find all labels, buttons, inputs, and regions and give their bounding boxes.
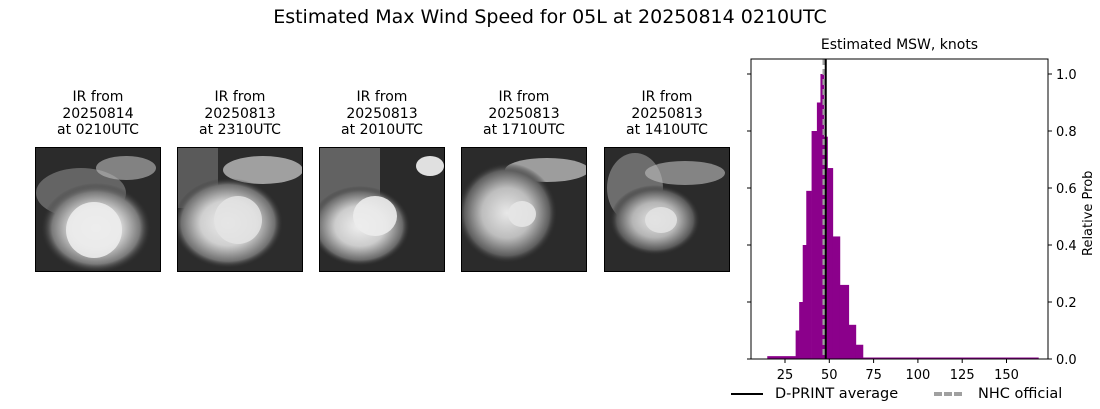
panel-title-line: IR from (72, 89, 124, 105)
histogram-title: Estimated MSW, knots (820, 37, 979, 53)
histogram-bar (848, 324, 857, 359)
x-tick-label: 150 (994, 368, 1019, 383)
plot-frame (750, 58, 1049, 360)
ir-satellite-image (177, 147, 303, 272)
y-tick-label: 0.2 (1056, 296, 1077, 311)
legend-label: D-PRINT average (775, 386, 899, 402)
histogram-bar (802, 245, 807, 359)
ir-satellite-image (604, 147, 730, 272)
x-axis-ticks: 25 50 75 100 125 150 (777, 359, 1019, 383)
panel-title-line: IR from (641, 89, 693, 105)
y-tick-label: 1.0 (1056, 68, 1077, 83)
panel-title-time: at 2010UTC (341, 122, 423, 138)
panel-title: IR from 20250813 at 2010UTC (319, 89, 445, 139)
figure-title: Estimated Max Wind Speed for 05L at 2025… (273, 6, 827, 28)
legend-dprint: D-PRINT average (731, 386, 898, 402)
ir-satellite-image (319, 147, 445, 272)
histogram-bar (767, 356, 796, 359)
panel-title: IR from 20250813 at 1710UTC (461, 89, 587, 139)
histogram-bar (832, 236, 841, 359)
histogram-bar (827, 168, 834, 359)
histogram-bars (767, 74, 1039, 359)
legend-nhc: NHC official (934, 386, 1062, 402)
ir-satellite-image (461, 147, 587, 272)
solid-line-icon (731, 393, 763, 395)
ir-satellite-image (35, 147, 161, 272)
panel-title-date: 20250813 (631, 105, 703, 122)
x-tick-label: 50 (821, 368, 838, 383)
legend-label: NHC official (978, 386, 1063, 402)
panel-title-date: 20250813 (204, 105, 276, 122)
y-tick-label: 0.6 (1056, 182, 1077, 197)
histogram-bar (855, 344, 864, 359)
panel-title-line: IR from (498, 89, 550, 105)
histogram-bar (823, 136, 828, 359)
panel-title: IR from 20250814 at 0210UTC (35, 89, 161, 139)
histogram-bar (799, 302, 804, 359)
panel-title: IR from 20250813 at 2310UTC (177, 89, 303, 139)
histogram-bar (806, 190, 812, 359)
histogram-bar (795, 330, 800, 359)
y-tick-label: 0.8 (1056, 125, 1077, 140)
ir-panel-5: IR from 20250813 at 1410UTC (604, 89, 730, 272)
x-tick-label: 25 (777, 368, 794, 383)
panel-title-date: 20250814 (62, 105, 134, 122)
histogram-bar (816, 102, 821, 359)
panel-title-date: 20250813 (488, 105, 560, 122)
panel-title-line: IR from (356, 89, 408, 105)
y-axis-label: Relative Prob (1081, 170, 1096, 256)
y-tick-label: 0.4 (1056, 239, 1077, 254)
ir-panel-1: IR from 20250814 at 0210UTC (35, 89, 161, 272)
y-axis-ticks: 0.0 0.2 0.4 0.6 0.8 1.0 (747, 68, 1077, 368)
dashed-line-icon (934, 392, 962, 396)
histogram-bar (811, 131, 818, 359)
panel-title-time: at 2310UTC (199, 122, 281, 138)
x-tick-label: 100 (905, 368, 930, 383)
panel-title-line: IR from (214, 89, 266, 105)
panel-title-time: at 0210UTC (57, 122, 139, 138)
histogram-bar (862, 357, 1039, 359)
ir-panel-4: IR from 20250813 at 1710UTC (461, 89, 587, 272)
x-tick-label: 125 (950, 368, 975, 383)
panel-title-time: at 1710UTC (483, 122, 565, 138)
ir-panel-2: IR from 20250813 at 2310UTC (177, 89, 303, 272)
panel-title-date: 20250813 (346, 105, 418, 122)
histogram-bar (839, 284, 850, 359)
y-tick-label: 0.0 (1056, 353, 1077, 368)
ir-panel-3: IR from 20250813 at 2010UTC (319, 89, 445, 272)
histogram-bar (820, 74, 825, 359)
panel-title: IR from 20250813 at 1410UTC (604, 89, 730, 139)
panel-title-time: at 1410UTC (626, 122, 708, 138)
x-tick-label: 75 (865, 368, 882, 383)
